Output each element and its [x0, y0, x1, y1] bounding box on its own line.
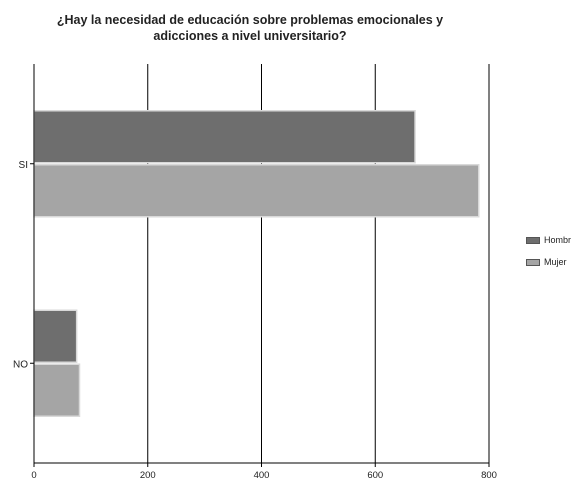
x-tick-label-400: 400: [254, 470, 270, 480]
bar-no-hombr: [33, 309, 78, 363]
legend-swatch-hombr: [526, 236, 540, 244]
axis-labels: 0 200 400 600 800 SI NO: [13, 160, 497, 480]
legend-swatch-mujer: [526, 258, 540, 266]
axes: [30, 64, 490, 467]
bar-si-mujer: [33, 164, 480, 218]
x-tick-label-200: 200: [140, 470, 156, 480]
bars: [33, 110, 480, 417]
x-tick-label-800: 800: [481, 470, 497, 480]
x-tick-label-600: 600: [367, 470, 383, 480]
bar-si-hombr: [33, 110, 416, 164]
bar-no-mujer: [33, 363, 81, 417]
legend-label-mujer: Mujer: [544, 257, 567, 267]
legend-label-hombr: Hombr: [544, 235, 572, 245]
chart-title: ¿Hay la necesidad de educación sobre pro…: [0, 12, 500, 44]
legend-item-hombr: Hombr: [526, 234, 571, 246]
y-category-label-no: NO: [13, 359, 28, 370]
y-category-label-si: SI: [19, 160, 28, 171]
x-tick-label-0: 0: [31, 470, 36, 480]
chart-title-line-2: adicciones a nivel universitario?: [153, 29, 347, 43]
legend-item-mujer: Mujer: [526, 256, 571, 268]
legend: Hombr Mujer: [526, 234, 571, 278]
chart-title-line-1: ¿Hay la necesidad de educación sobre pro…: [56, 13, 444, 27]
